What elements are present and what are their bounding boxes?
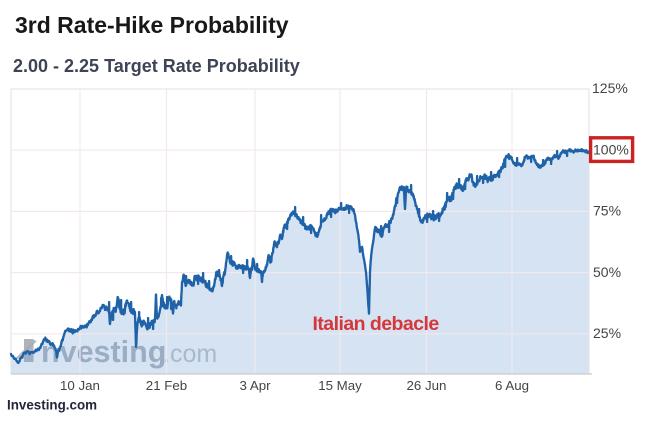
- svg-text:26 Jun: 26 Jun: [407, 378, 447, 393]
- svg-text:Italian debacle: Italian debacle: [313, 313, 440, 335]
- svg-text:125%: 125%: [592, 80, 628, 96]
- svg-text:75%: 75%: [593, 203, 621, 219]
- svg-text:Investing.com: Investing.com: [7, 398, 97, 413]
- svg-text:21 Feb: 21 Feb: [146, 378, 187, 393]
- svg-text:25%: 25%: [593, 325, 621, 341]
- svg-text:15 May: 15 May: [318, 378, 362, 393]
- svg-text:6 Aug: 6 Aug: [495, 378, 529, 393]
- svg-text:.com: .com: [163, 340, 217, 368]
- svg-text:50%: 50%: [593, 264, 621, 280]
- svg-text:100%: 100%: [593, 141, 629, 157]
- svg-text:3 Apr: 3 Apr: [239, 378, 271, 393]
- svg-text:10 Jan: 10 Jan: [60, 378, 100, 393]
